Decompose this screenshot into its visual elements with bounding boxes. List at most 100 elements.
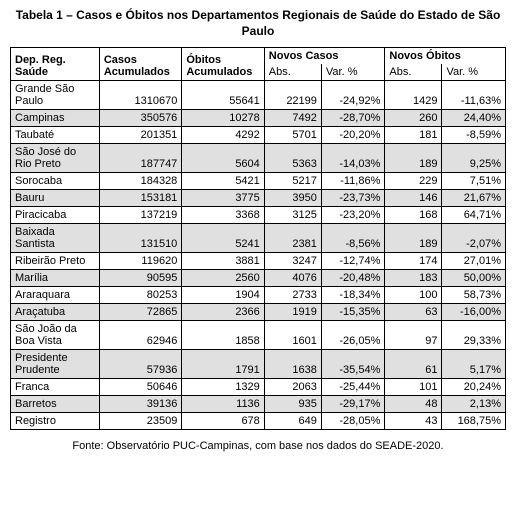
cell-no-var: 21,67% <box>442 190 506 207</box>
cell-no-var: 9,25% <box>442 144 506 173</box>
cell-nc-var: -20,20% <box>321 127 384 144</box>
table-row: Piracicaba13721933683125-23,20%16864,71% <box>11 207 506 224</box>
cell-nc-abs: 22199 <box>264 81 321 110</box>
cell-no-var: 58,73% <box>442 287 506 304</box>
cell-name: Marília <box>11 270 100 287</box>
cell-nc-abs: 2733 <box>264 287 321 304</box>
cell-no-var: -2,07% <box>442 224 506 253</box>
col-header-novos-casos: Novos Casos <box>264 48 385 65</box>
cell-obitos-acum: 2560 <box>182 270 264 287</box>
cell-no-var: 20,24% <box>442 379 506 396</box>
cell-casos-acum: 131510 <box>99 224 181 253</box>
col-header-no-var: Var. % <box>442 64 506 81</box>
cell-nc-abs: 7492 <box>264 110 321 127</box>
cell-name: Franca <box>11 379 100 396</box>
cell-nc-var: -23,20% <box>321 207 384 224</box>
cell-nc-abs: 1638 <box>264 350 321 379</box>
cell-name: Baixada Santista <box>11 224 100 253</box>
col-header-casos-acum: Casos Acumulados <box>99 48 181 81</box>
cell-nc-var: -25,44% <box>321 379 384 396</box>
cell-name: Piracicaba <box>11 207 100 224</box>
col-header-dep: Dep. Reg. Saúde <box>11 48 100 81</box>
cell-obitos-acum: 1858 <box>182 321 264 350</box>
cell-no-abs: 189 <box>385 224 442 253</box>
table-row: Marília9059525604076-20,48%18350,00% <box>11 270 506 287</box>
cell-no-abs: 183 <box>385 270 442 287</box>
table-footer: Fonte: Observatório PUC-Campinas, com ba… <box>10 440 506 452</box>
cell-nc-var: -18,34% <box>321 287 384 304</box>
table-row: Campinas350576102787492-28,70%26024,40% <box>11 110 506 127</box>
cell-nc-var: -29,17% <box>321 396 384 413</box>
cell-no-var: 50,00% <box>442 270 506 287</box>
cell-no-abs: 260 <box>385 110 442 127</box>
cell-no-var: -11,63% <box>442 81 506 110</box>
cell-nc-abs: 649 <box>264 413 321 430</box>
cell-obitos-acum: 1136 <box>182 396 264 413</box>
cell-obitos-acum: 4292 <box>182 127 264 144</box>
table-row: Taubaté20135142925701-20,20%181-8,59% <box>11 127 506 144</box>
cell-no-var: 24,40% <box>442 110 506 127</box>
cell-obitos-acum: 5241 <box>182 224 264 253</box>
col-header-nc-abs: Abs. <box>264 64 321 81</box>
cell-no-abs: 146 <box>385 190 442 207</box>
cell-no-abs: 181 <box>385 127 442 144</box>
table-row: Presidente Prudente5793617911638-35,54%6… <box>11 350 506 379</box>
cell-no-var: 2,13% <box>442 396 506 413</box>
cell-obitos-acum: 3368 <box>182 207 264 224</box>
cell-name: Registro <box>11 413 100 430</box>
cell-no-var: 5,17% <box>442 350 506 379</box>
cell-casos-acum: 153181 <box>99 190 181 207</box>
cell-nc-abs: 2063 <box>264 379 321 396</box>
cell-no-var: 29,33% <box>442 321 506 350</box>
cell-name: Presidente Prudente <box>11 350 100 379</box>
cell-nc-abs: 935 <box>264 396 321 413</box>
cell-name: Araçatuba <box>11 304 100 321</box>
cell-casos-acum: 57936 <box>99 350 181 379</box>
cell-casos-acum: 23509 <box>99 413 181 430</box>
cell-casos-acum: 72865 <box>99 304 181 321</box>
cell-no-abs: 48 <box>385 396 442 413</box>
cell-obitos-acum: 55641 <box>182 81 264 110</box>
cell-obitos-acum: 5604 <box>182 144 264 173</box>
cell-nc-var: -24,92% <box>321 81 384 110</box>
cell-nc-abs: 3247 <box>264 253 321 270</box>
cell-nc-var: -11,86% <box>321 173 384 190</box>
cell-nc-var: -8,56% <box>321 224 384 253</box>
cell-nc-var: -12,74% <box>321 253 384 270</box>
cell-nc-abs: 5701 <box>264 127 321 144</box>
cell-no-abs: 189 <box>385 144 442 173</box>
cell-nc-var: -28,70% <box>321 110 384 127</box>
col-header-novos-obitos: Novos Óbitos <box>385 48 506 65</box>
cell-name: Bauru <box>11 190 100 207</box>
col-header-no-abs: Abs. <box>385 64 442 81</box>
cell-name: São João da Boa Vista <box>11 321 100 350</box>
cell-name: Araraquara <box>11 287 100 304</box>
cell-nc-var: -35,54% <box>321 350 384 379</box>
table-title: Tabela 1 – Casos e Óbitos nos Departamen… <box>10 8 506 39</box>
table-row: Grande São Paulo13106705564122199-24,92%… <box>11 81 506 110</box>
cell-name: Grande São Paulo <box>11 81 100 110</box>
table-row: Barretos391361136935-29,17%482,13% <box>11 396 506 413</box>
cell-casos-acum: 80253 <box>99 287 181 304</box>
table-row: Araraquara8025319042733-18,34%10058,73% <box>11 287 506 304</box>
cell-no-abs: 43 <box>385 413 442 430</box>
cell-nc-var: -20,48% <box>321 270 384 287</box>
cell-no-abs: 101 <box>385 379 442 396</box>
cell-nc-var: -15,35% <box>321 304 384 321</box>
cell-nc-abs: 2381 <box>264 224 321 253</box>
cell-name: Taubaté <box>11 127 100 144</box>
cell-casos-acum: 350576 <box>99 110 181 127</box>
cell-nc-var: -26,05% <box>321 321 384 350</box>
cell-casos-acum: 90595 <box>99 270 181 287</box>
data-table: Dep. Reg. Saúde Casos Acumulados Óbitos … <box>10 47 506 430</box>
cell-nc-var: -14,03% <box>321 144 384 173</box>
cell-no-abs: 174 <box>385 253 442 270</box>
cell-casos-acum: 201351 <box>99 127 181 144</box>
cell-casos-acum: 137219 <box>99 207 181 224</box>
table-row: Sorocaba18432854215217-11,86%2297,51% <box>11 173 506 190</box>
cell-obitos-acum: 5421 <box>182 173 264 190</box>
cell-no-var: 27,01% <box>442 253 506 270</box>
cell-no-abs: 100 <box>385 287 442 304</box>
cell-name: Campinas <box>11 110 100 127</box>
cell-no-var: 7,51% <box>442 173 506 190</box>
